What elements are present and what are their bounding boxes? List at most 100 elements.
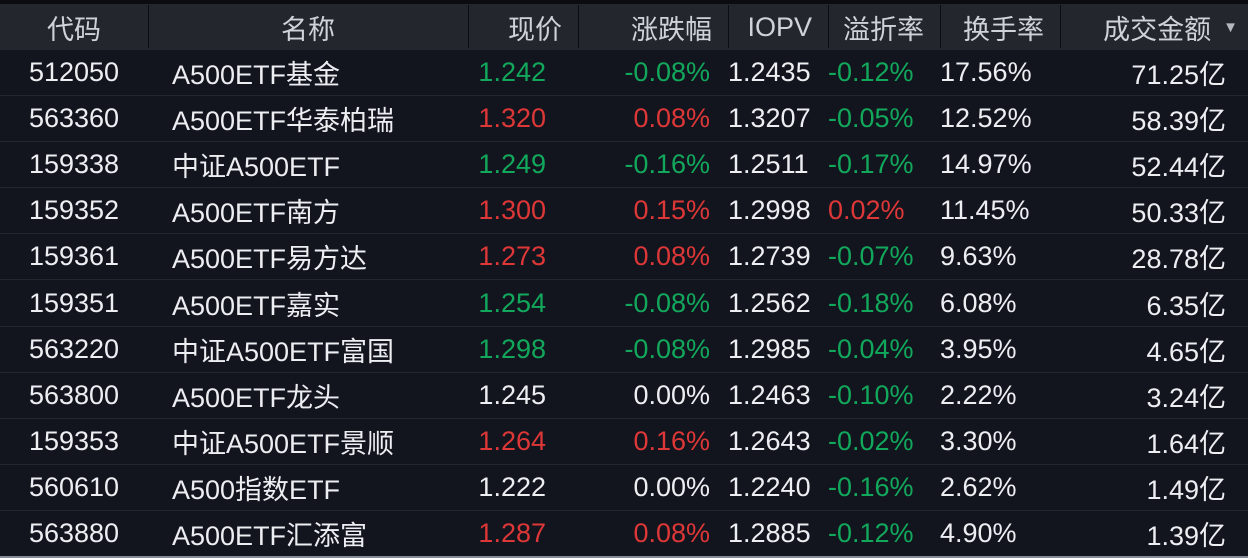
- column-header-change[interactable]: 涨跌幅: [578, 4, 728, 50]
- column-header-price[interactable]: 现价: [468, 4, 578, 50]
- table-row[interactable]: 563220 中证A500ETF富国 1.298 -0.08% 1.2985 -0.04%…: [0, 325, 1248, 372]
- iopv-cell: 1.3207: [728, 103, 811, 134]
- turnover-cell: 4.90%: [940, 517, 1017, 548]
- table-header: 代码 名称 现价 涨跌幅 IOPV 溢折率 换手率 成交金额 ▼: [0, 0, 1248, 50]
- column-header-amount-label: 成交金额: [1103, 14, 1212, 45]
- price-cell: 1.300: [478, 195, 546, 226]
- table-row[interactable]: 512050 A500ETF基金 1.242 -0.08% 1.2435 -0.12% 17…: [0, 50, 1248, 95]
- code-cell: 159361: [28, 241, 120, 272]
- price-cell: 1.249: [478, 149, 546, 180]
- premium-cell: 0.02%: [828, 195, 905, 226]
- amount-cell: 28.78亿: [1131, 244, 1226, 275]
- table-row[interactable]: 159361 A500ETF易方达 1.273 0.08% 1.2739 -0.07% 9.…: [0, 233, 1248, 279]
- iopv-cell: 1.2435: [728, 57, 811, 88]
- change-cell: -0.08%: [624, 57, 710, 88]
- name-cell: A500ETF华泰柏瑞: [172, 106, 395, 137]
- premium-cell: -0.17%: [828, 149, 914, 180]
- code-cell: 159353: [28, 425, 120, 456]
- change-cell: 0.08%: [633, 517, 710, 548]
- column-header-name[interactable]: 名称: [148, 4, 468, 50]
- table-row[interactable]: 159353 中证A500ETF景顺 1.264 0.16% 1.2643 -0.02% 3…: [0, 417, 1248, 464]
- iopv-cell: 1.2240: [728, 471, 811, 502]
- turnover-cell: 6.08%: [940, 287, 1017, 318]
- change-cell: 0.00%: [633, 471, 710, 502]
- iopv-cell: 1.2463: [728, 379, 811, 410]
- change-cell: 0.08%: [633, 241, 710, 272]
- premium-cell: -0.12%: [828, 57, 914, 88]
- price-cell: 1.287: [478, 517, 546, 548]
- price-cell: 1.320: [478, 103, 546, 134]
- iopv-cell: 1.2739: [728, 241, 811, 272]
- turnover-cell: 2.62%: [940, 471, 1017, 502]
- name-cell: A500ETF基金: [172, 60, 341, 91]
- iopv-cell: 1.2511: [728, 149, 809, 180]
- amount-cell: 71.25亿: [1131, 60, 1226, 91]
- code-cell: 159351: [28, 287, 120, 318]
- amount-cell: 4.65亿: [1146, 336, 1226, 367]
- amount-cell: 1.39亿: [1146, 520, 1226, 551]
- change-cell: 0.16%: [633, 425, 710, 456]
- premium-cell: -0.02%: [828, 425, 914, 456]
- code-cell: 512050: [28, 57, 120, 88]
- change-cell: -0.16%: [624, 149, 710, 180]
- turnover-cell: 2.22%: [940, 379, 1017, 410]
- name-cell: A500ETF易方达: [172, 244, 368, 275]
- amount-cell: 6.35亿: [1146, 290, 1226, 321]
- name-cell: A500指数ETF: [172, 474, 341, 505]
- premium-cell: -0.16%: [828, 471, 914, 502]
- change-cell: 0.00%: [633, 379, 710, 410]
- code-cell: 563360: [28, 103, 120, 134]
- turnover-cell: 3.30%: [940, 425, 1017, 456]
- premium-cell: -0.18%: [828, 287, 914, 318]
- code-cell: 159338: [28, 149, 120, 180]
- table-row[interactable]: 159351 A500ETF嘉实 1.254 -0.08% 1.2562 -0.18% 6.…: [0, 279, 1248, 325]
- code-cell: 560610: [28, 471, 120, 502]
- price-cell: 1.264: [478, 425, 546, 456]
- turnover-cell: 9.63%: [940, 241, 1017, 272]
- code-cell: 563880: [28, 517, 120, 548]
- premium-cell: -0.07%: [828, 241, 914, 272]
- amount-cell: 58.39亿: [1131, 106, 1226, 137]
- amount-cell: 3.24亿: [1146, 382, 1226, 413]
- code-cell: 563800: [28, 379, 120, 410]
- column-header-amount[interactable]: 成交金额 ▼: [1060, 4, 1248, 50]
- premium-cell: -0.05%: [828, 103, 914, 134]
- name-cell: A500ETF嘉实: [172, 290, 341, 321]
- column-header-iopv[interactable]: IOPV: [728, 4, 828, 50]
- premium-cell: -0.10%: [828, 379, 914, 410]
- column-header-premium[interactable]: 溢折率: [828, 4, 940, 50]
- premium-cell: -0.04%: [828, 333, 914, 364]
- turnover-cell: 14.97%: [940, 149, 1032, 180]
- name-cell: A500ETF龙头: [172, 382, 341, 413]
- turnover-cell: 3.95%: [940, 333, 1017, 364]
- amount-cell: 1.64亿: [1146, 428, 1226, 459]
- turnover-cell: 11.45%: [940, 195, 1030, 226]
- table-row[interactable]: 159338 中证A500ETF 1.249 -0.16% 1.2511 -0.17% 14…: [0, 141, 1248, 187]
- iopv-cell: 1.2643: [728, 425, 811, 456]
- premium-cell: -0.12%: [828, 517, 914, 548]
- name-cell: 中证A500ETF: [172, 152, 341, 183]
- price-cell: 1.254: [478, 287, 546, 318]
- price-cell: 1.242: [478, 57, 546, 88]
- name-cell: 中证A500ETF富国: [172, 336, 395, 367]
- table-row[interactable]: 159352 A500ETF南方 1.300 0.15% 1.2998 0.02% 11.4…: [0, 187, 1248, 233]
- table-row[interactable]: 560610 A500指数ETF 1.222 0.00% 1.2240 -0.16% 2.6…: [0, 463, 1248, 510]
- price-cell: 1.222: [478, 471, 546, 502]
- column-header-code[interactable]: 代码: [47, 14, 101, 45]
- price-cell: 1.298: [478, 333, 546, 364]
- price-cell: 1.273: [478, 241, 546, 272]
- change-cell: 0.15%: [633, 195, 710, 226]
- table-row[interactable]: 563360 A500ETF华泰柏瑞 1.320 0.08% 1.3207 -0.05% 1…: [0, 95, 1248, 141]
- code-cell: 159352: [28, 195, 120, 226]
- change-cell: -0.08%: [624, 287, 710, 318]
- price-cell: 1.245: [478, 379, 546, 410]
- table-row[interactable]: 563800 A500ETF龙头 1.245 0.00% 1.2463 -0.10% 2.2…: [0, 371, 1248, 418]
- change-cell: 0.08%: [633, 103, 710, 134]
- table-row[interactable]: 563880 A500ETF汇添富 1.287 0.08% 1.2885 -0.12% 4.…: [0, 509, 1248, 556]
- sort-descending-icon: ▼: [1223, 18, 1238, 36]
- amount-cell: 50.33亿: [1131, 198, 1226, 229]
- code-cell: 563220: [28, 333, 120, 364]
- column-header-turnover[interactable]: 换手率: [940, 4, 1060, 50]
- iopv-cell: 1.2885: [728, 517, 811, 548]
- name-cell: 中证A500ETF景顺: [172, 428, 395, 459]
